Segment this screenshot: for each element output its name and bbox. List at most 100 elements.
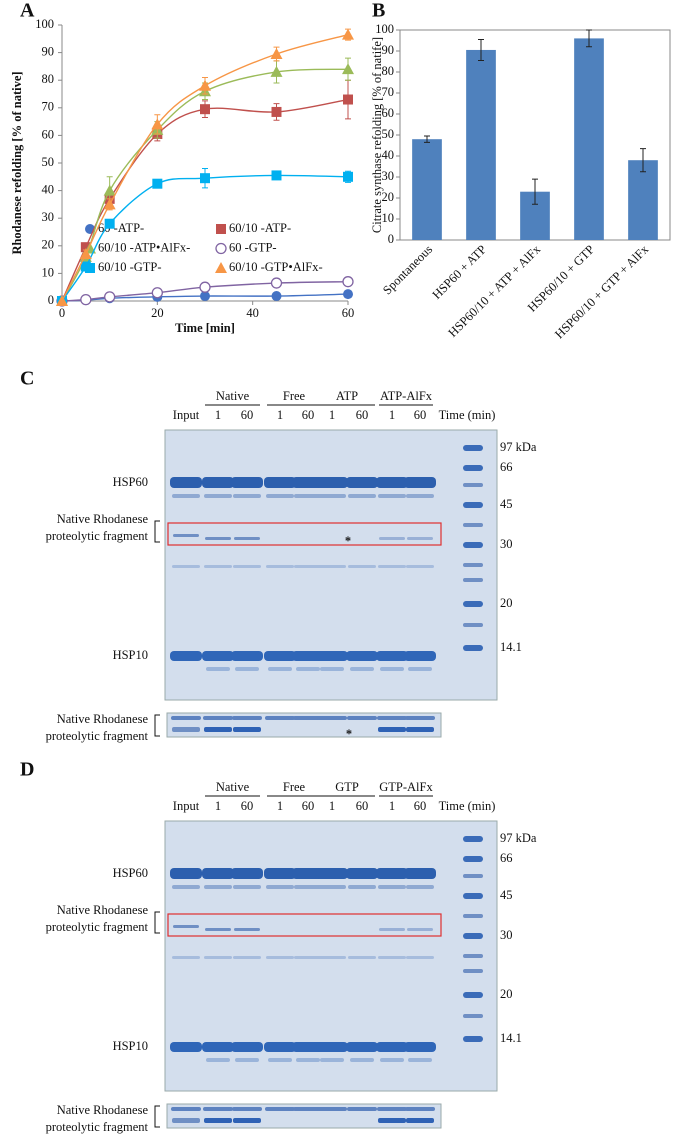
bracket [154, 714, 160, 737]
band-hsp10 [404, 1042, 436, 1052]
marker [271, 170, 282, 181]
strip-band [406, 1118, 434, 1123]
y-tick-label: 70 [382, 85, 395, 99]
band-minor [380, 1058, 404, 1062]
panel-letter: D [20, 759, 34, 781]
time-unit: Time (min) [439, 408, 496, 422]
legend-entry: 60/10 -ATP- [216, 221, 291, 235]
x-tick-label: 0 [59, 306, 65, 320]
x-tick-label: HSP60 + ATP [430, 242, 490, 302]
legend-entry: 60 -GTP- [215, 240, 277, 254]
marker-label: 97 kDa [500, 440, 537, 454]
strip-band [203, 1107, 233, 1111]
marker [199, 281, 211, 293]
x-tick-label: Spontaneous [380, 242, 435, 297]
lane-group-label: Native [216, 389, 250, 403]
band-minor [206, 1058, 230, 1062]
band-hsp10 [376, 1042, 408, 1052]
legend-label: 60/10 -ATP•AlFx- [98, 240, 190, 254]
band-hsp60 [292, 868, 324, 879]
lane-label: 60 [241, 799, 254, 813]
strip-label: proteolytic fragment [46, 1120, 149, 1134]
band-hsp10 [346, 1042, 378, 1052]
ladder-band [463, 523, 483, 527]
marker [79, 248, 92, 260]
time-unit: Time (min) [439, 799, 496, 813]
strip-band [317, 1107, 347, 1111]
marker-label: 66 [500, 851, 513, 865]
x-tick-label: 20 [151, 306, 164, 320]
band-minor [320, 667, 344, 671]
bar [466, 49, 496, 241]
strip-label: Native Rhodanese [57, 712, 149, 726]
strip-band [378, 727, 406, 732]
legend-marker [215, 262, 227, 273]
band-minor [348, 956, 376, 959]
band-hsp60 [202, 868, 234, 879]
y-tick-label: 0 [388, 232, 394, 246]
lane-group-label: GTP-AlFx [379, 780, 433, 794]
band-fragment [379, 928, 405, 931]
band-minor [348, 885, 376, 889]
strip-band [233, 727, 261, 732]
marker [342, 63, 354, 75]
x-axis-title: Time [min] [175, 321, 235, 335]
panel-letter: C [20, 368, 34, 390]
marker [151, 118, 164, 130]
lane-label: 1 [389, 799, 395, 813]
band-minor [378, 885, 406, 889]
band-hsp10 [264, 1042, 296, 1052]
band-hsp60 [404, 868, 436, 879]
legend-label: 60/10 -GTP•AlFx- [229, 260, 323, 274]
y-axis-title: Citrate synthase refolding [% of natife] [370, 37, 384, 233]
asterisk: * [346, 727, 352, 741]
marker [199, 79, 211, 91]
band-hsp60 [404, 477, 436, 488]
band-minor [233, 885, 261, 889]
band-minor [172, 494, 200, 498]
strip-band [172, 727, 200, 732]
marker [200, 173, 210, 184]
band-hsp10 [404, 651, 436, 661]
band-label: proteolytic fragment [46, 529, 149, 543]
band-minor [266, 885, 294, 889]
marker [342, 28, 354, 40]
band-minor [318, 885, 346, 889]
band-hsp60 [264, 868, 296, 879]
y-tick-label: 10 [382, 211, 395, 225]
ladder-band [463, 645, 483, 651]
y-tick-label: 40 [382, 148, 395, 162]
band-minor [378, 494, 406, 498]
strip-band [347, 716, 377, 720]
error-bar [532, 178, 538, 205]
marker [151, 287, 163, 299]
band-hsp10 [170, 651, 202, 661]
lane-group-label: GTP [335, 780, 359, 794]
error-bar [640, 148, 646, 173]
lane-label: 1 [215, 408, 221, 422]
band-fragment [173, 925, 199, 928]
strip-band [317, 716, 347, 720]
ladder-band [463, 465, 483, 471]
band-fragment [407, 928, 433, 931]
y-tick-label: 60 [42, 127, 55, 141]
band-minor [204, 885, 232, 889]
band-minor [350, 667, 374, 671]
ladder-band [463, 933, 483, 939]
band-hsp10 [346, 651, 378, 661]
marker [343, 94, 353, 105]
ladder-band [463, 1014, 483, 1018]
marker-label: 30 [500, 537, 513, 551]
band-hsp60 [346, 477, 378, 488]
y-tick-label: 60 [382, 106, 395, 120]
marker-label: 66 [500, 460, 513, 474]
legend-label: 60 -GTP- [229, 240, 277, 254]
band-label: HSP60 [113, 475, 148, 489]
band-minor [172, 565, 200, 568]
band-hsp60 [202, 477, 234, 488]
ladder-band [463, 578, 483, 582]
y-tick-label: 0 [48, 293, 54, 307]
bar [628, 160, 658, 240]
band-hsp60 [292, 477, 324, 488]
